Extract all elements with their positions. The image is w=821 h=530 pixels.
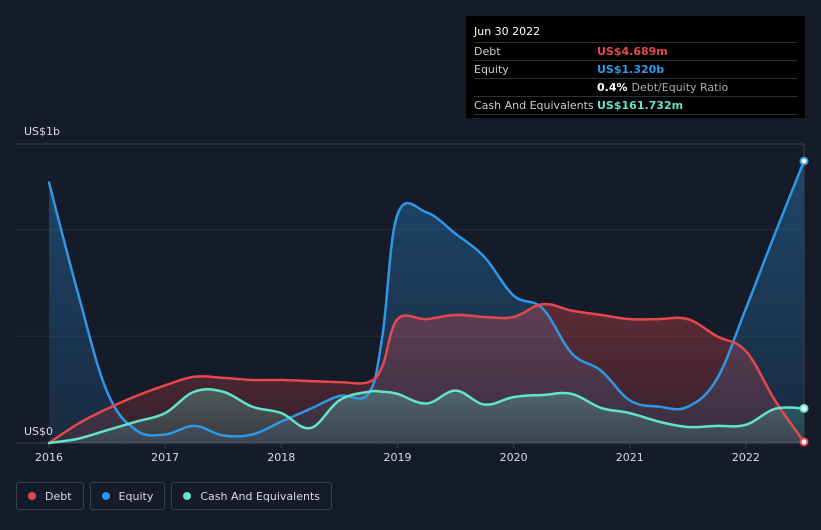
equity-dot-icon	[101, 492, 110, 500]
legend-equity-label: Equity	[118, 489, 154, 503]
x-tick-label: 2017	[151, 451, 179, 464]
tooltip-ratio-value: 0.4%	[597, 81, 628, 94]
tooltip-debt-value: US$4.689m	[597, 45, 668, 58]
x-tick-label: 2020	[500, 451, 528, 464]
y-axis-bottom-label: US$0	[24, 425, 53, 438]
legend-item-cash[interactable]: Cash And Equivalents	[171, 482, 332, 510]
legend-item-debt[interactable]: Debt	[16, 482, 84, 510]
legend-cash-label: Cash And Equivalents	[200, 489, 320, 503]
tooltip-date: Jun 30 2022	[474, 22, 797, 43]
x-tick-label: 2016	[35, 451, 63, 464]
cash-line	[47, 388, 806, 445]
tooltip-row-cash: Cash And Equivalents US$161.732m	[474, 97, 797, 115]
tooltip-ratio-label: Debt/Equity Ratio	[631, 81, 729, 94]
debt-end-point	[799, 437, 809, 447]
tooltip-row-ratio: 0.4% Debt/Equity Ratio	[474, 79, 797, 97]
tooltip-row-debt: Debt US$4.689m	[474, 43, 797, 61]
x-tick-label: 2019	[383, 451, 411, 464]
tooltip-panel: Jun 30 2022 Debt US$4.689m Equity US$1.3…	[466, 16, 805, 118]
cash-dot-icon	[183, 492, 192, 500]
legend-debt-label: Debt	[45, 489, 72, 503]
tooltip-equity-value: US$1.320b	[597, 63, 665, 76]
tooltip-row-equity: Equity US$1.320b	[474, 61, 797, 79]
cash-end-point	[799, 403, 809, 413]
tooltip-cash-value: US$161.732m	[597, 99, 684, 112]
equity-line	[47, 159, 806, 438]
equity-end-point	[799, 156, 809, 166]
legend: Debt Equity Cash And Equivalents	[16, 482, 332, 510]
y-axis-top-label: US$1b	[24, 125, 60, 138]
tooltip-debt-label: Debt	[474, 45, 501, 58]
debt-line	[47, 302, 806, 445]
x-tick-label: 2022	[732, 451, 760, 464]
equity-area	[49, 161, 804, 444]
legend-item-equity[interactable]: Equity	[89, 482, 166, 510]
tooltip-cash-label: Cash And Equivalents	[474, 99, 594, 112]
x-tick-label: 2021	[616, 451, 644, 464]
debt-dot-icon	[28, 492, 36, 500]
tooltip-equity-label: Equity	[474, 63, 509, 76]
cash-area	[49, 389, 804, 443]
x-tick-label: 2018	[267, 451, 295, 464]
